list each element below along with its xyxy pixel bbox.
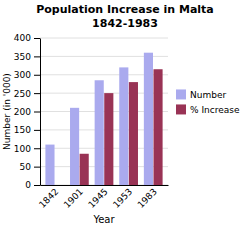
y-tick-label: 200 [14,107,31,117]
x-tick: 1945 [86,187,109,210]
legend: Number % Increase [176,89,240,114]
x-tick: 1983 [136,187,159,210]
y-tick-label: 150 [14,125,31,135]
legend-label: Number [190,90,226,100]
y-tick-mark [34,93,40,94]
x-tick-label: 1953 [111,187,134,210]
legend-item: Number [176,89,226,99]
x-tick: 1842 [37,187,60,210]
x-axis-title: Year [92,214,115,225]
grid [40,38,168,185]
y-tick: 100 [14,144,40,154]
y-tick-label: 50 [20,162,32,172]
y-tick: 150 [14,125,40,135]
y-tick: 400 [14,33,40,43]
legend-item: % Increase [176,104,240,114]
y-tick: 250 [14,89,40,99]
x-axis-line [41,185,169,186]
chart-title: Population Increase in Malta [36,3,214,16]
bar [70,108,79,185]
bar [129,82,138,185]
y-tick-mark [34,167,40,168]
y-axis: 0 50 100 150 200 250 300 350 400 [14,33,41,190]
x-tick-label: 1901 [62,187,85,210]
grid-line [40,38,168,39]
bar [104,93,113,185]
y-tick-label: 0 [25,180,31,190]
chart-container: Population Increase in Malta1842-1983 0 50… [0,0,250,231]
bar [55,185,64,186]
y-tick-mark [34,56,40,57]
y-tick-mark [34,185,40,186]
legend-label: % Increase [190,105,240,115]
y-tick-label: 100 [14,144,31,154]
y-tick: 50 [20,162,40,172]
y-tick-label: 250 [14,89,31,99]
bar [119,67,128,185]
x-tick-label: 1945 [86,187,109,210]
y-axis-title: Number (in '000) [2,73,12,150]
y-tick-label: 300 [14,70,31,80]
y-tick: 0 [25,180,40,190]
bar [80,154,89,185]
y-axis-line [40,39,41,186]
x-tick-label: 1983 [136,187,159,210]
y-tick-mark [34,75,40,76]
y-tick: 350 [14,52,40,62]
x-axis: 18421901194519531983 [37,186,168,210]
x-tick: 1953 [111,187,134,210]
y-tick-mark [34,38,40,39]
x-tick: 1901 [62,187,85,210]
legend-swatch [176,104,186,114]
y-tick: 200 [14,107,40,117]
y-tick-mark [34,112,40,113]
bar [153,69,162,185]
bar [95,80,104,185]
bar [144,53,153,185]
bars [45,53,162,185]
bar [45,145,54,185]
y-tick-label: 350 [14,52,31,62]
bar-series [80,69,163,185]
y-tick-mark [34,130,40,131]
y-tick: 300 [14,70,40,80]
x-tick-label: 1842 [37,187,60,210]
chart-subtitle: 1842-1983 [92,17,158,30]
plot-area: 0 50 100 150 200 250 300 350 400 1842190119451953… [2,33,169,225]
y-tick-mark [34,148,40,149]
bar-series [45,53,153,185]
y-tick-label: 400 [14,33,31,43]
legend-swatch [176,89,186,99]
chart-svg: Population Increase in Malta1842-1983 0 50… [0,0,250,231]
